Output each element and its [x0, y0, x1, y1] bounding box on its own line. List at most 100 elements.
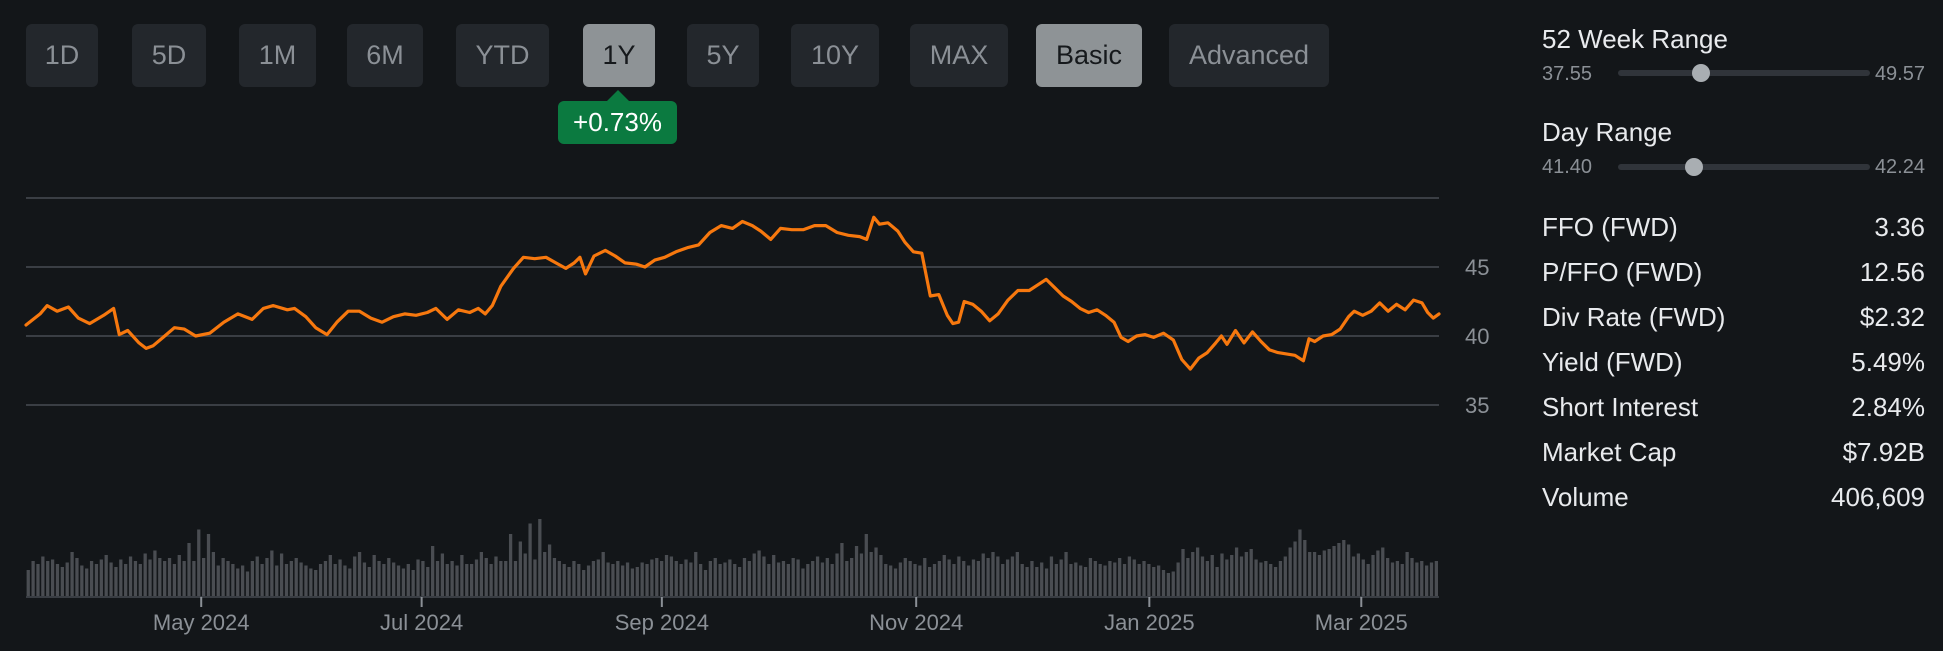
- volume-bar: [1312, 552, 1317, 597]
- day-range-low: 41.40: [1542, 156, 1593, 178]
- volume-bar: [1108, 561, 1112, 597]
- tab-1d[interactable]: 1D: [26, 24, 98, 87]
- day-range-slider-thumb[interactable]: [1684, 158, 1703, 176]
- volume-bar: [255, 556, 259, 597]
- volume-bar: [694, 552, 698, 597]
- volume-bar: [1317, 555, 1322, 597]
- volume-bar: [396, 565, 401, 597]
- tab-1m[interactable]: 1M: [239, 24, 316, 87]
- volume-bar: [167, 558, 172, 597]
- volume-bar: [1147, 564, 1151, 597]
- grid-lines: [26, 197, 1439, 406]
- volume-bar: [1083, 567, 1088, 597]
- volume-bar: [947, 559, 951, 597]
- volume-bar: [1059, 559, 1063, 597]
- volume-bar: [547, 544, 552, 597]
- x-tick-label: Jul 2024: [380, 610, 463, 635]
- volume-bar: [260, 564, 264, 597]
- volume-bar: [981, 553, 985, 597]
- volume-bar: [138, 564, 142, 597]
- tab-basic[interactable]: Basic: [1036, 24, 1142, 87]
- volume-bar: [625, 562, 630, 597]
- volume-bar: [845, 561, 849, 597]
- volume-bar: [918, 565, 922, 597]
- tab-1y[interactable]: 1Y: [583, 24, 655, 87]
- volume-bar: [484, 558, 488, 597]
- volume-bar: [357, 552, 362, 597]
- volume-bar: [104, 555, 108, 597]
- volume-bar: [1249, 549, 1253, 597]
- week52-high: 49.57: [1874, 63, 1925, 85]
- volume-bar: [318, 564, 323, 597]
- volume-bars: [26, 519, 1438, 597]
- volume-bar: [1195, 547, 1200, 597]
- week52-track: [1618, 64, 1870, 82]
- volume-bar: [1356, 553, 1361, 597]
- volume-bar: [450, 561, 454, 597]
- x-tick-label: Mar 2025: [1315, 610, 1408, 635]
- tab-advanced[interactable]: Advanced: [1169, 24, 1329, 87]
- volume-bar: [31, 561, 35, 597]
- volume-bar: [1030, 561, 1034, 597]
- tab-ytd[interactable]: YTD: [456, 24, 549, 87]
- volume-bar: [474, 559, 479, 597]
- volume-bar: [1225, 559, 1229, 597]
- volume-bar: [660, 561, 664, 597]
- week52-slider-thumb[interactable]: [1692, 64, 1711, 82]
- volume-bar: [942, 555, 946, 597]
- volume-bar: [382, 564, 386, 597]
- volume-bar: [864, 534, 868, 597]
- tab-5y[interactable]: 5Y: [687, 24, 759, 87]
- volume-bar: [431, 546, 435, 597]
- volume-bar: [1259, 562, 1263, 597]
- volume-bar: [1298, 529, 1302, 597]
- tab-10y[interactable]: 10Y: [791, 24, 879, 87]
- volume-bar: [1015, 552, 1019, 597]
- volume-bar: [543, 552, 547, 597]
- volume-bar: [279, 553, 284, 597]
- x-tick-label: Nov 2024: [869, 610, 963, 635]
- volume-bar: [89, 561, 94, 597]
- volume-bar: [216, 565, 220, 597]
- volume-bar: [1283, 556, 1287, 597]
- price-chart[interactable]: 45 40 35 May 2024 Jul 2024 Sep 2024 Nov 2024 Ja…: [0, 180, 1520, 651]
- volume-bar: [231, 564, 235, 597]
- volume-bar: [898, 562, 903, 597]
- volume-bar: [55, 564, 60, 597]
- volume-bar: [367, 567, 371, 597]
- volume-bar: [1254, 559, 1258, 597]
- volume-bar: [1127, 556, 1132, 597]
- volume-bar: [163, 561, 167, 597]
- volume-bar: [601, 552, 605, 597]
- volume-bar: [1415, 562, 1419, 597]
- volume-bar: [1064, 552, 1068, 597]
- volume-bar: [708, 561, 713, 597]
- volume-bar: [85, 568, 89, 597]
- volume-bar: [275, 565, 279, 597]
- x-tick-label: Jan 2025: [1104, 610, 1195, 635]
- volume-bar: [786, 564, 790, 597]
- tab-5d[interactable]: 5D: [132, 24, 206, 87]
- volume-bar: [460, 555, 464, 597]
- volume-bar: [1142, 561, 1146, 597]
- volume-bar: [586, 565, 591, 597]
- volume-bar: [445, 564, 449, 597]
- volume-bar: [1386, 558, 1390, 597]
- volume-bar: [952, 564, 956, 597]
- volume-bar: [528, 523, 532, 597]
- stat-value: 2.84%: [1851, 391, 1925, 422]
- volume-bar: [1244, 552, 1248, 597]
- volume-bar: [1390, 562, 1395, 597]
- volume-bar: [65, 562, 69, 597]
- volume-bar: [1025, 567, 1029, 597]
- volume-bar: [1424, 565, 1429, 597]
- volume-bar: [504, 561, 508, 597]
- tab-6m[interactable]: 6M: [347, 24, 423, 87]
- volume-bar: [1069, 564, 1073, 597]
- volume-bar: [650, 559, 654, 597]
- tab-max[interactable]: MAX: [910, 24, 1008, 87]
- volume-bar: [240, 565, 245, 597]
- volume-bar: [1122, 564, 1127, 597]
- volume-bar: [119, 559, 123, 597]
- volume-bar: [1366, 564, 1370, 597]
